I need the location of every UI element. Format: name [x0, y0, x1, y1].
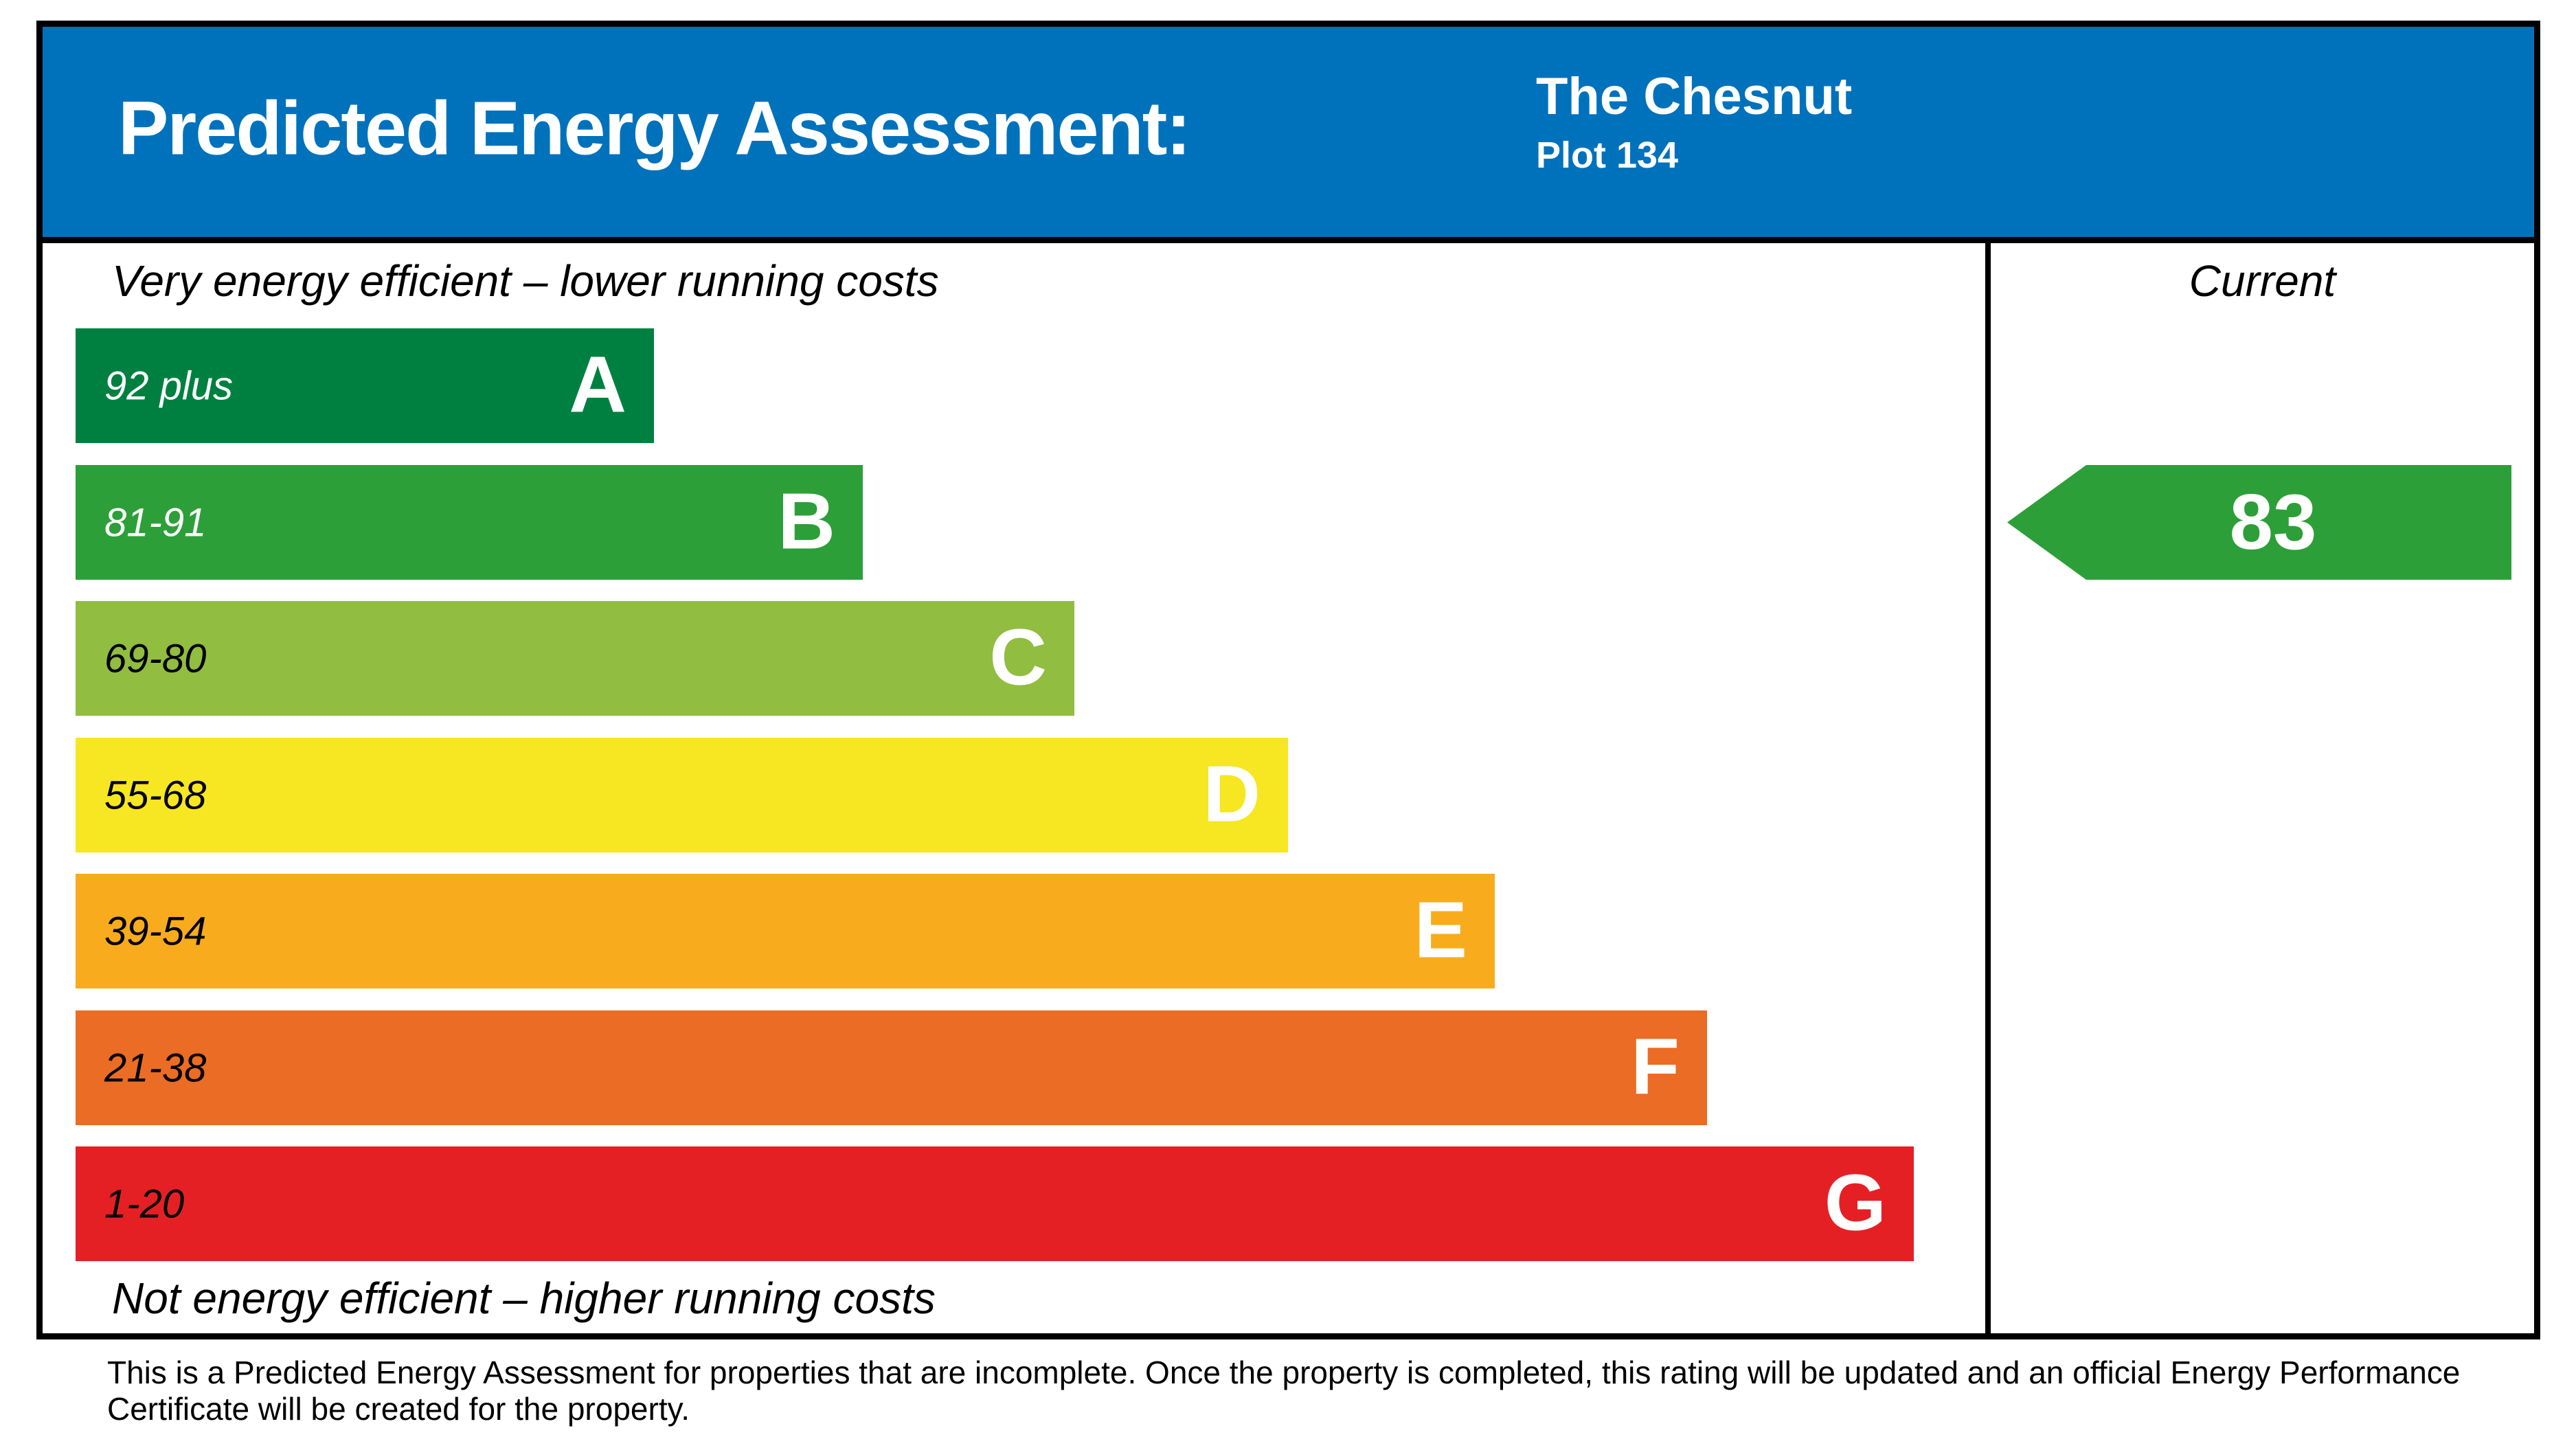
band-range: 92 plus: [104, 363, 234, 408]
current-rating-arrow: 83: [2007, 465, 2511, 580]
energy-band-row: 21-38 F: [76, 1010, 1707, 1125]
bottom-caption: Not energy efficient – higher running co…: [112, 1274, 936, 1323]
band-letter: F: [1631, 1021, 1680, 1111]
band-letter: A: [569, 339, 626, 429]
property-info: The Chesnut Plot 134: [1536, 69, 1852, 177]
band-letter: G: [1824, 1157, 1886, 1247]
band-range: 39-54: [104, 909, 207, 953]
band-letter: E: [1414, 884, 1467, 974]
header-band: Predicted Energy Assessment: The Chesnut…: [43, 27, 2534, 243]
property-name: The Chesnut: [1536, 67, 1853, 126]
page-title: Predicted Energy Assessment:: [118, 86, 1191, 171]
band-range: 81-91: [104, 500, 207, 545]
band-range: 21-38: [104, 1045, 207, 1090]
energy-band-row: 92 plus A: [76, 328, 654, 443]
energy-band-row: 69-80 C: [76, 601, 1074, 716]
current-column-divider: [1985, 243, 1991, 1333]
footer-note: This is a Predicted Energy Assessment fo…: [107, 1355, 2461, 1427]
energy-band-row: 55-68 D: [76, 738, 1288, 852]
band-letter: B: [778, 475, 835, 565]
energy-band-row: 39-54 E: [76, 874, 1495, 988]
current-rating-value: 83: [2229, 479, 2317, 566]
band-letter: C: [989, 611, 1047, 701]
band-range: 1-20: [104, 1181, 185, 1226]
current-column-header: Current: [2189, 256, 2336, 306]
band-range: 55-68: [104, 773, 207, 817]
band-letter: D: [1203, 748, 1261, 838]
energy-band-row: 81-91 B: [76, 465, 863, 580]
top-caption: Very energy efficient – lower running co…: [112, 256, 939, 306]
plot-number: Plot 134: [1536, 134, 1679, 176]
energy-band-row: 1-20 G: [76, 1146, 1914, 1261]
certificate-box: Predicted Energy Assessment: The Chesnut…: [36, 21, 2540, 1339]
band-range: 69-80: [104, 636, 207, 681]
